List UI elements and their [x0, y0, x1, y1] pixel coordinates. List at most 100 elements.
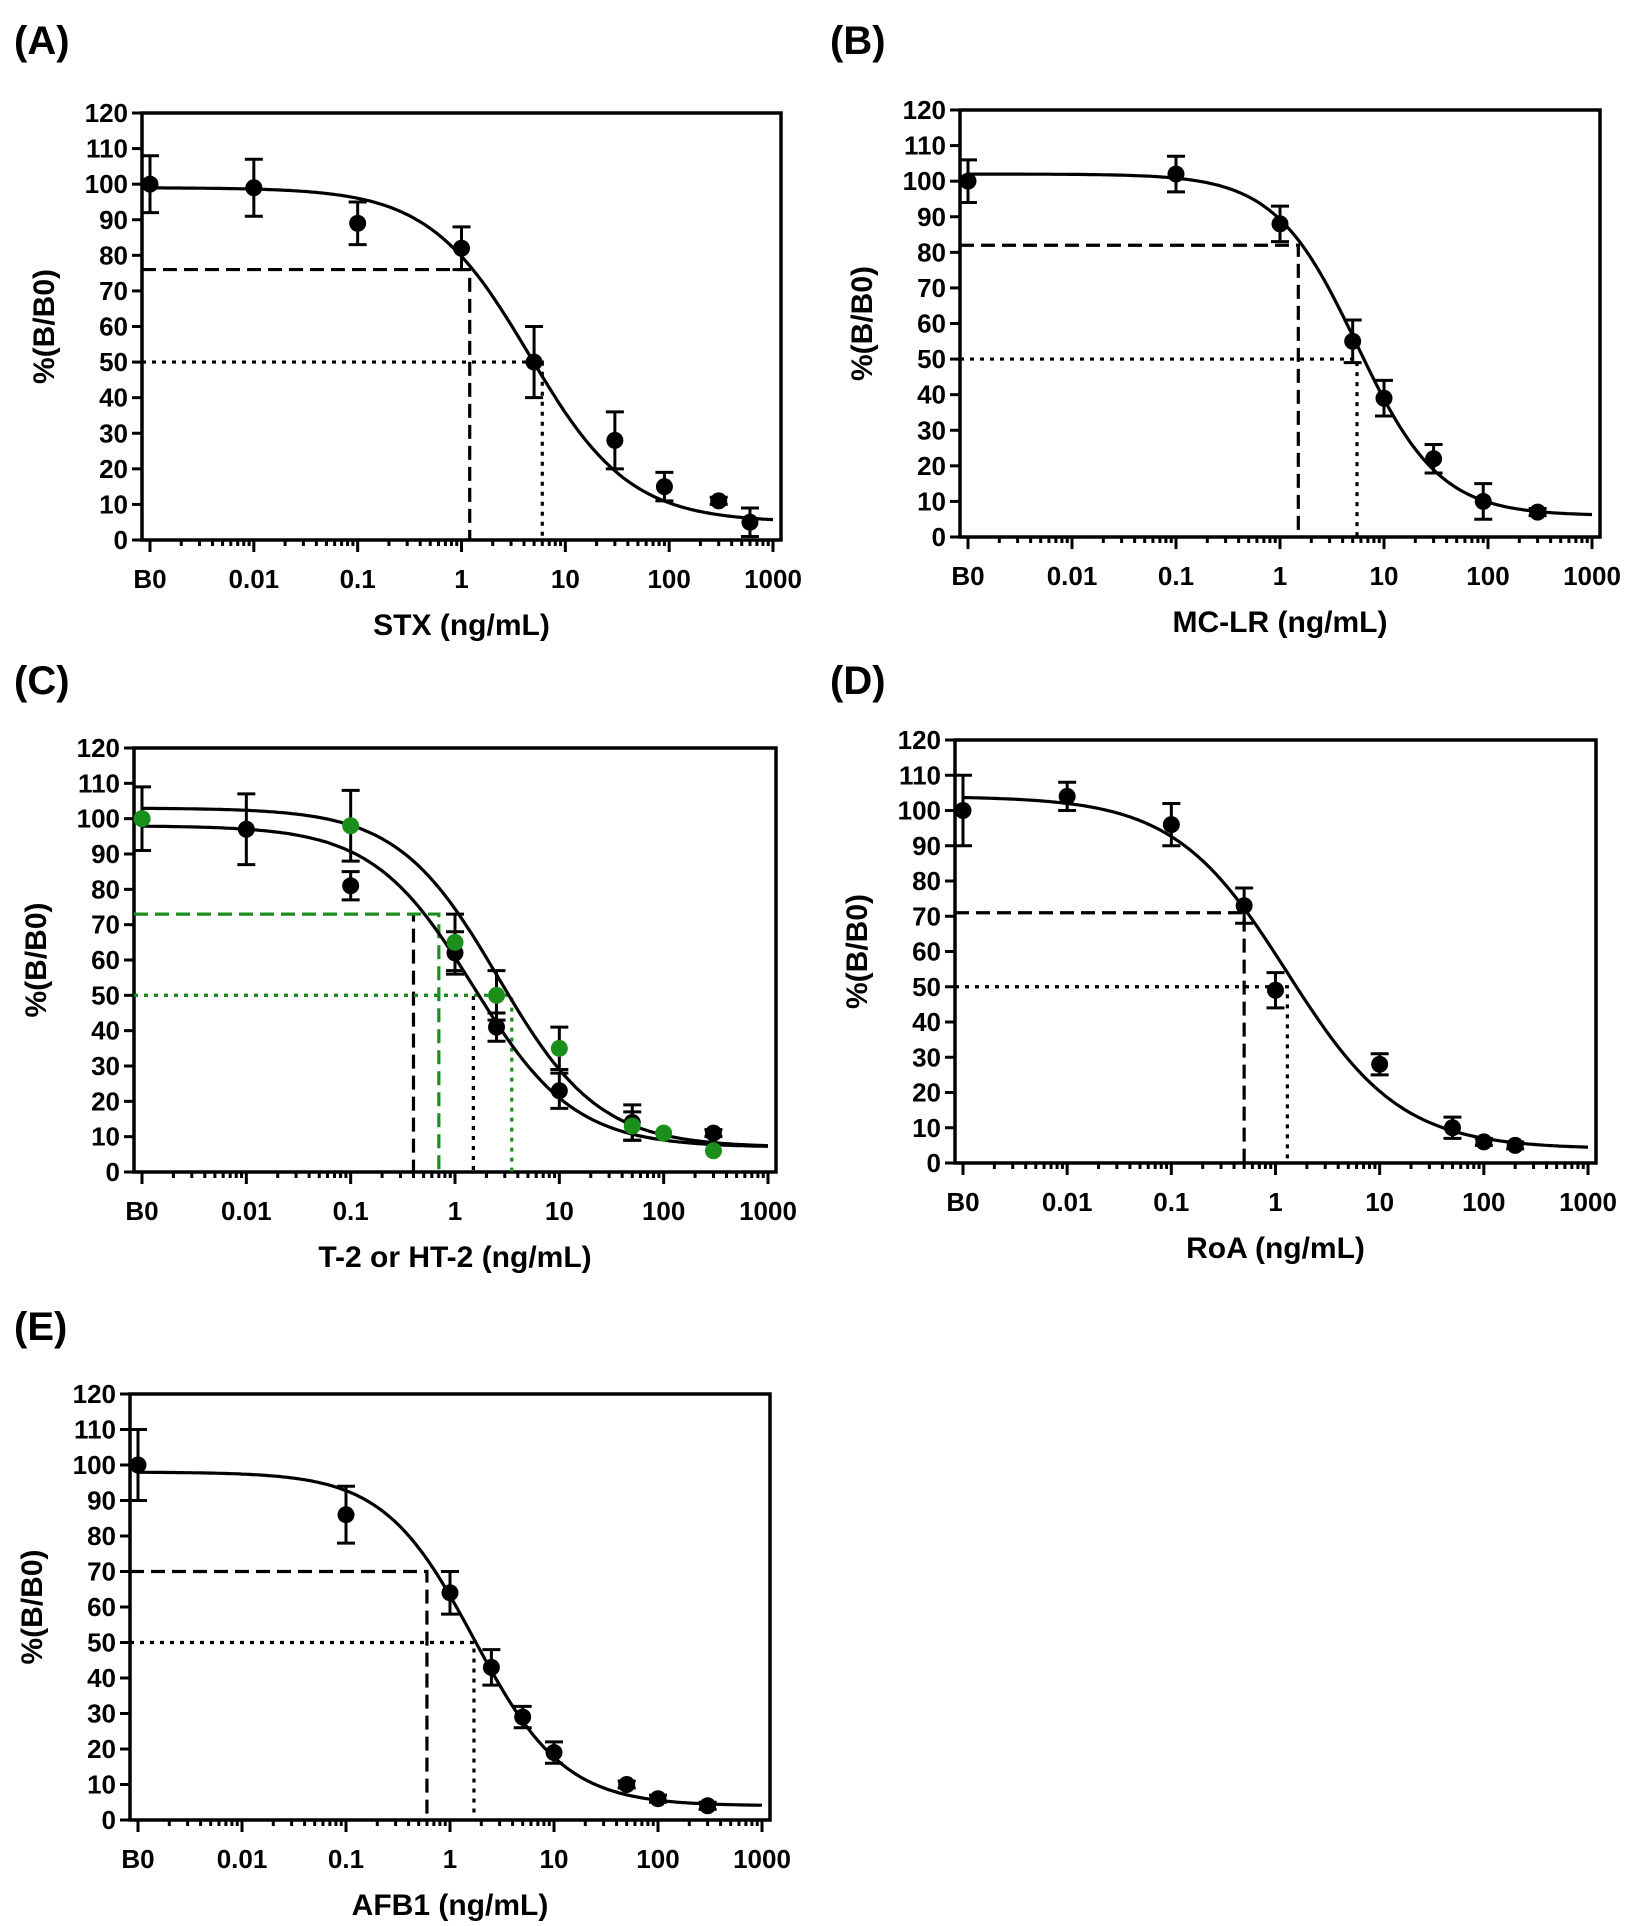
data-point [488, 986, 506, 1004]
data-point [1371, 1055, 1389, 1073]
x-tick-label: 10 [545, 1196, 574, 1226]
dashed-reference-line [130, 1569, 429, 1820]
dashed-reference-line [134, 912, 441, 1172]
x-tick-label: 1 [448, 1196, 462, 1226]
x-tick-label: 1 [443, 1844, 457, 1874]
data-point [699, 1797, 717, 1815]
data-point [550, 1082, 568, 1100]
x-tick-label: 0.1 [1158, 561, 1194, 591]
data-point [245, 179, 263, 197]
x-tick-label: 0.01 [1042, 1187, 1093, 1217]
x-tick-label: 10 [1365, 1187, 1394, 1217]
y-tick-label: 30 [91, 1051, 120, 1081]
x-axis-title: RoA (ng/mL) [1186, 1232, 1365, 1265]
fit-curve [138, 1470, 762, 1807]
y-tick-label: 90 [91, 839, 120, 869]
x-tick-label: B0 [133, 564, 166, 594]
x-tick-label: 1 [1273, 561, 1287, 591]
x-tick-label: B0 [946, 1187, 979, 1217]
data-point [1474, 492, 1492, 510]
data-point [337, 1506, 355, 1524]
dashed-reference-line [960, 243, 1300, 537]
data-point [1506, 1136, 1524, 1154]
data-point [606, 431, 624, 449]
x-tick-label: 1 [454, 564, 468, 594]
x-tick-label: 1000 [1559, 1187, 1617, 1217]
y-tick-label: 110 [74, 1415, 116, 1445]
data-point [441, 1584, 459, 1602]
data-point [623, 1117, 641, 1135]
dashed-reference-line [142, 267, 472, 540]
y-axis-title: %(B/B0) [16, 1549, 49, 1664]
y-tick-label: 80 [91, 874, 120, 904]
data-point [1162, 816, 1180, 834]
data-point [959, 172, 977, 190]
data-point [453, 239, 470, 257]
data-point [482, 1658, 500, 1676]
x-tick-label: 100 [636, 1844, 679, 1874]
y-axis-title: %(B/B0) [846, 266, 879, 381]
y-tick-label: 60 [87, 1592, 116, 1622]
x-tick-label: 100 [647, 564, 690, 594]
data-point [1235, 897, 1253, 915]
data-point [704, 1142, 722, 1160]
data-point [704, 1124, 722, 1142]
y-tick-label: 90 [912, 831, 941, 861]
y-tick-label: 90 [87, 1486, 116, 1516]
data-point [1425, 450, 1443, 468]
x-tick-label: 10 [1370, 561, 1399, 591]
panel-label: (A) [14, 19, 70, 63]
dashed-reference-line [955, 911, 1246, 1163]
y-tick-label: 40 [912, 1007, 941, 1037]
y-tick-label: 30 [917, 415, 946, 445]
data-point [954, 802, 972, 819]
x-tick-label: 0.01 [221, 1196, 272, 1226]
data-point [133, 810, 151, 828]
y-tick-label: 30 [912, 1042, 941, 1072]
data-point [550, 1039, 568, 1057]
dotted-reference-line [134, 993, 514, 1172]
x-tick-label: 0.1 [333, 1196, 369, 1226]
data-point [1344, 332, 1362, 350]
y-tick-label: 70 [917, 273, 946, 303]
data-point [741, 513, 759, 531]
y-tick-label: 100 [903, 166, 946, 196]
y-tick-label: 100 [898, 796, 941, 826]
data-point [129, 1456, 147, 1474]
x-tick-label: 1000 [739, 1196, 797, 1226]
panel-label: (B) [830, 19, 886, 63]
y-tick-label: 40 [99, 383, 128, 413]
data-point [446, 933, 464, 951]
y-tick-label: 40 [91, 1016, 120, 1046]
y-tick-label: 20 [91, 1086, 120, 1116]
y-tick-label: 90 [917, 202, 946, 232]
y-tick-label: 20 [87, 1734, 116, 1764]
y-tick-label: 50 [912, 972, 941, 1002]
y-tick-label: 0 [106, 1157, 120, 1187]
x-tick-label: 100 [1462, 1187, 1505, 1217]
y-tick-label: 110 [904, 131, 946, 161]
dotted-reference-line [134, 993, 475, 1172]
data-point [342, 877, 360, 895]
y-tick-label: 60 [912, 937, 941, 967]
x-tick-label: 0.01 [1047, 561, 1098, 591]
x-tick-label: 0.01 [217, 1844, 268, 1874]
y-tick-label: 20 [917, 451, 946, 481]
fit-curve [142, 806, 769, 1148]
data-point [1058, 787, 1076, 805]
y-axis-title: %(B/B0) [28, 269, 61, 384]
data-point [141, 175, 159, 193]
y-tick-label: 50 [917, 344, 946, 374]
y-tick-label: 80 [87, 1521, 116, 1551]
y-tick-label: 30 [87, 1699, 116, 1729]
fit-curve [142, 824, 768, 1148]
dashed-reference-line [134, 912, 416, 1172]
y-tick-label: 10 [99, 489, 128, 519]
panel-label: (E) [14, 1305, 67, 1349]
dotted-reference-line [960, 357, 1359, 537]
y-tick-label: 110 [78, 768, 120, 798]
x-tick-label: 10 [540, 1844, 569, 1874]
